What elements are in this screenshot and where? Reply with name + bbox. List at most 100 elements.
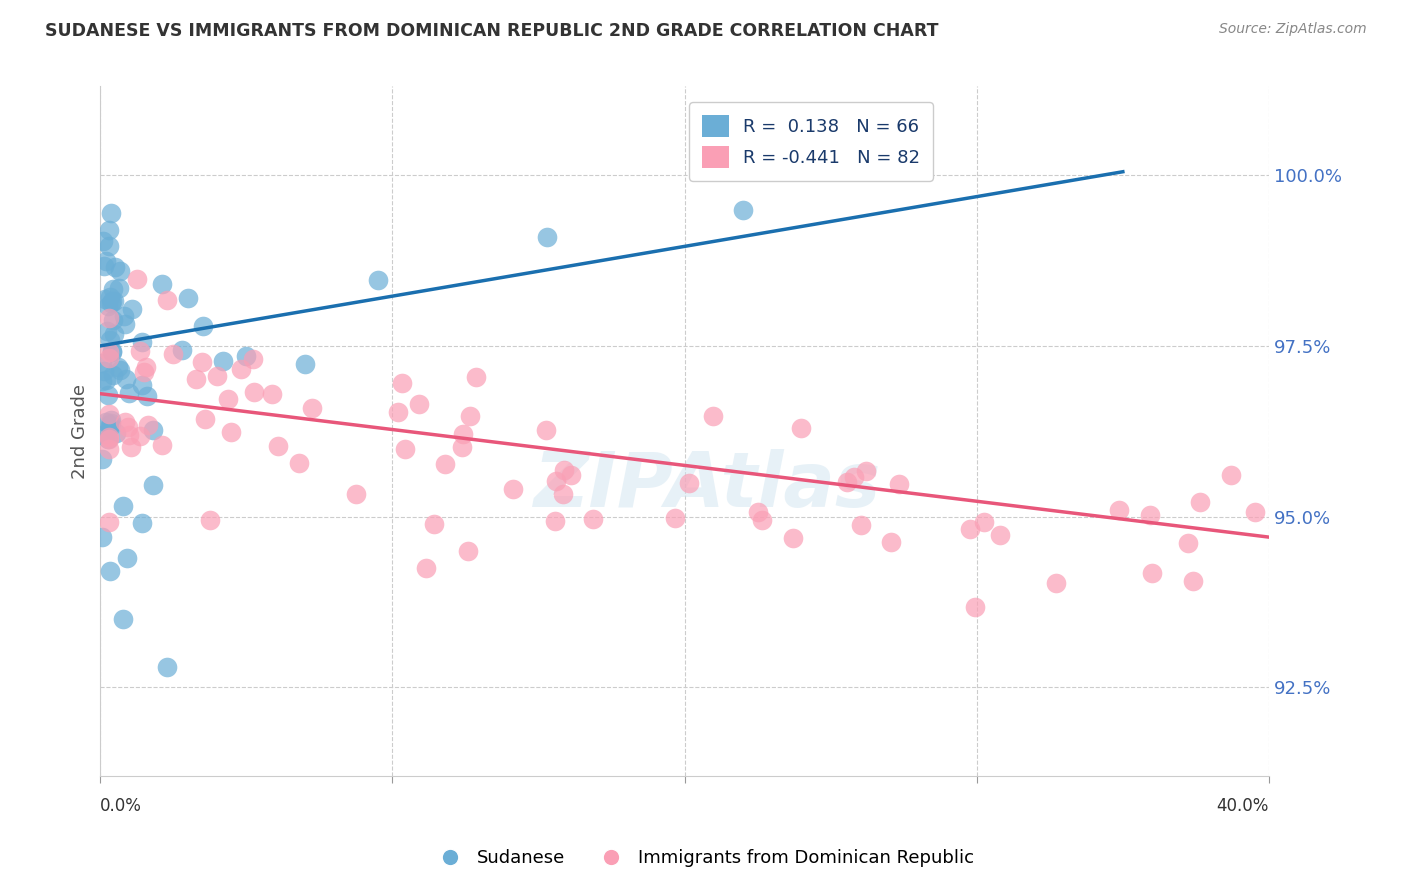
Point [702, 409, 724, 424]
Point [1108, 503, 1130, 517]
Point [844, 470, 866, 484]
Point [96, 415, 118, 429]
Point [219, 425, 242, 439]
Point [534, 423, 557, 437]
Point [94, 373, 117, 387]
Point [731, 203, 754, 218]
Point [100, 295, 122, 310]
Point [387, 405, 409, 419]
Point [243, 384, 266, 399]
Point [546, 475, 568, 489]
Point [115, 372, 138, 386]
Point [121, 302, 143, 317]
Point [450, 440, 472, 454]
Point [97, 388, 120, 402]
Point [97, 239, 120, 253]
Point [457, 543, 479, 558]
Point [172, 343, 194, 357]
Point [118, 386, 141, 401]
Point [98, 417, 121, 432]
Point [191, 318, 214, 333]
Point [93, 260, 115, 274]
Point [112, 309, 135, 323]
Point [582, 512, 605, 526]
Point [415, 561, 437, 575]
Point [267, 439, 290, 453]
Point [408, 397, 430, 411]
Point [344, 487, 367, 501]
Point [156, 293, 179, 308]
Point [988, 527, 1011, 541]
Point [142, 478, 165, 492]
Point [458, 409, 481, 423]
Point [391, 376, 413, 391]
Point [544, 514, 567, 528]
Point [235, 349, 257, 363]
Point [367, 273, 389, 287]
Point [889, 477, 911, 491]
Y-axis label: 2nd Grade: 2nd Grade [72, 384, 89, 479]
Point [114, 415, 136, 429]
Text: Source: ZipAtlas.com: Source: ZipAtlas.com [1219, 22, 1367, 37]
Point [118, 428, 141, 442]
Point [108, 264, 131, 278]
Point [117, 419, 139, 434]
Point [150, 277, 173, 291]
Point [1181, 574, 1204, 588]
Point [98, 290, 121, 304]
Point [100, 206, 122, 220]
Point [97, 299, 120, 313]
Point [465, 369, 488, 384]
Point [101, 293, 124, 308]
Point [103, 326, 125, 341]
Point [104, 260, 127, 275]
Point [98, 333, 121, 347]
Point [678, 475, 700, 490]
Point [551, 487, 574, 501]
Point [131, 334, 153, 349]
Point [100, 564, 122, 578]
Point [91, 234, 114, 248]
Point [965, 599, 987, 614]
Point [111, 499, 134, 513]
Point [502, 482, 524, 496]
Point [98, 310, 121, 325]
Point [205, 369, 228, 384]
Point [132, 365, 155, 379]
Legend: R =  0.138   N = 66, R = -0.441   N = 82: R = 0.138 N = 66, R = -0.441 N = 82 [689, 103, 932, 181]
Point [242, 351, 264, 366]
Point [90, 452, 112, 467]
Point [129, 429, 152, 443]
Point [835, 475, 858, 489]
Point [107, 359, 129, 374]
Point [100, 345, 122, 359]
Text: SUDANESE VS IMMIGRANTS FROM DOMINICAN REPUBLIC 2ND GRADE CORRELATION CHART: SUDANESE VS IMMIGRANTS FROM DOMINICAN RE… [45, 22, 938, 40]
Point [855, 464, 877, 478]
Point [142, 423, 165, 437]
Point [125, 272, 148, 286]
Legend: Sudanese, Immigrants from Dominican Republic: Sudanese, Immigrants from Dominican Repu… [425, 842, 981, 874]
Point [90, 374, 112, 388]
Point [191, 354, 214, 368]
Point [423, 516, 446, 531]
Text: ZIPAtlas: ZIPAtlas [534, 450, 882, 524]
Point [111, 612, 134, 626]
Point [260, 387, 283, 401]
Point [394, 442, 416, 457]
Point [131, 377, 153, 392]
Point [879, 535, 901, 549]
Point [97, 433, 120, 447]
Point [110, 362, 132, 376]
Point [90, 356, 112, 370]
Text: 40.0%: 40.0% [1216, 797, 1270, 814]
Point [229, 362, 252, 376]
Point [98, 351, 121, 365]
Point [115, 550, 138, 565]
Point [553, 463, 575, 477]
Point [1219, 467, 1241, 482]
Point [156, 660, 179, 674]
Point [135, 359, 157, 374]
Point [98, 429, 121, 443]
Point [98, 433, 121, 447]
Point [560, 468, 582, 483]
